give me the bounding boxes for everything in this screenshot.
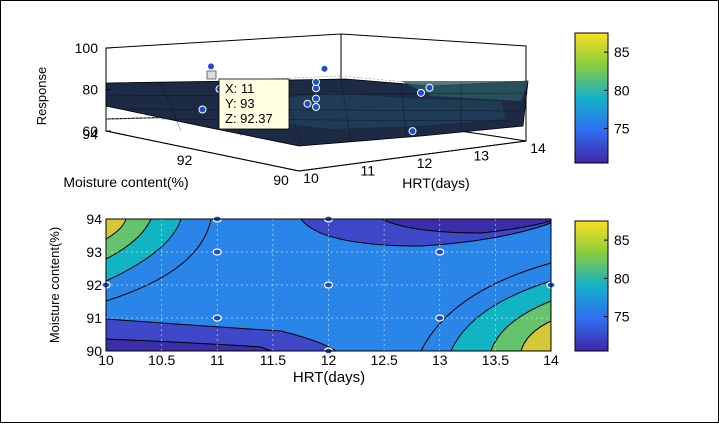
- surface-y-axis-label: Moisture content(%): [63, 174, 188, 190]
- surface-point[interactable]: [417, 88, 425, 97]
- surface-x-tick-label: 12: [417, 155, 433, 171]
- surface-x-tick-label: 13: [473, 148, 489, 164]
- contour-x-tick-label: 10.5: [148, 352, 175, 368]
- contour-plot: 10 10.5 11 11.5 12 12.5 13 13.5 14 90 91 92 93 94 HR…: [47, 211, 559, 386]
- colorbar-tick-label: 85: [614, 44, 630, 60]
- colorbar-top: 75 80 85: [574, 32, 630, 164]
- contour-y-tick-label: 92: [86, 277, 102, 293]
- datatip-x: X: 11: [225, 81, 254, 96]
- colorbar-bottom-ticks: 75 80 85: [604, 232, 630, 325]
- contour-point[interactable]: [212, 314, 222, 322]
- surface-point[interactable]: [320, 64, 329, 73]
- z-axis-label: Response: [34, 67, 49, 126]
- z-tick-label: 80: [82, 82, 98, 98]
- surface-y-tick-label: 92: [177, 152, 193, 168]
- colorbar-tick-label: 75: [614, 309, 630, 325]
- contour-point[interactable]: [435, 248, 445, 256]
- contour-x-axis-label: HRT(days): [293, 369, 365, 386]
- colorbar-tick-label: 85: [614, 232, 630, 248]
- contour-point[interactable]: [212, 248, 222, 256]
- surface-x-axis-ticks: 10 11 12 13 14: [303, 140, 546, 186]
- contour-x-tick-label: 10: [98, 352, 114, 368]
- contour-y-tick-label: 93: [86, 244, 102, 260]
- contour-x-tick-label: 13: [432, 352, 448, 368]
- datatip-z: Z: 92.37: [225, 111, 273, 126]
- surface-x-axis-label: HRT(days): [402, 175, 469, 191]
- z-tick-label: 100: [75, 40, 99, 56]
- contour-x-tick-label: 11: [210, 352, 225, 368]
- surface-design-points: [198, 62, 434, 136]
- surface-plot: 60 80 100 Response 94 90 92 Moisture content…: [34, 33, 546, 191]
- contour-x-tick-label: 12: [321, 352, 337, 368]
- surface-x-tick-label: 14: [530, 140, 546, 156]
- surface-point[interactable]: [312, 102, 320, 111]
- surface-y-tick-label: 90: [273, 172, 289, 188]
- surface-point[interactable]: [303, 99, 312, 108]
- contour-y-tick-label: 94: [86, 211, 102, 227]
- contour-y-axis-label: Moisture content(%): [47, 227, 62, 343]
- surface-x-tick-label: 10: [303, 170, 319, 186]
- contour-x-axis-ticks: 10 10.5 11 11.5 12 12.5 13 13.5 14: [98, 352, 559, 368]
- colorbar-top-ticks: 75 80 85: [604, 44, 630, 137]
- surface-y-tick-label: 94: [82, 126, 98, 142]
- z-tick-label: 60: [82, 123, 98, 139]
- contour-x-tick-label: 13.5: [482, 352, 509, 368]
- surface-x-tick-label: 11: [360, 163, 375, 179]
- contour-y-axis-ticks: 90 91 92 93 94: [86, 211, 102, 359]
- contour-point[interactable]: [323, 281, 334, 289]
- surface-point[interactable]: [312, 78, 320, 87]
- contour-x-tick-label: 12.5: [371, 352, 398, 368]
- datatip-marker: [206, 70, 217, 80]
- datatip-y: Y: 93: [225, 96, 255, 111]
- contour-y-tick-label: 91: [86, 310, 102, 326]
- contour-x-tick-label: 11.5: [260, 352, 286, 368]
- contour-axes-box: [105, 218, 552, 352]
- contour-y-tick-label: 90: [86, 343, 102, 359]
- x-axis-line: [298, 140, 527, 172]
- surface-point[interactable]: [312, 94, 320, 103]
- colorbar-tick-label: 80: [614, 270, 630, 286]
- z-axis-ticks: 60 80 100: [75, 40, 111, 139]
- surface-point[interactable]: [198, 105, 207, 114]
- colorbar-tick-label: 75: [614, 121, 630, 137]
- surface-point[interactable]: [207, 62, 215, 71]
- surface-point[interactable]: [408, 127, 417, 136]
- y-axis-line: [105, 130, 300, 172]
- datatip[interactable]: X: 11 Y: 93 Z: 92.37: [206, 70, 290, 130]
- colorbar-tick-label: 80: [614, 82, 630, 98]
- surface-point[interactable]: [425, 83, 434, 92]
- contour-point[interactable]: [435, 314, 445, 322]
- colorbar-bottom: 75 80 85: [574, 220, 630, 352]
- contour-x-tick-label: 14: [543, 352, 559, 368]
- surface-y-axis-ticks: 94 90 92: [82, 126, 289, 188]
